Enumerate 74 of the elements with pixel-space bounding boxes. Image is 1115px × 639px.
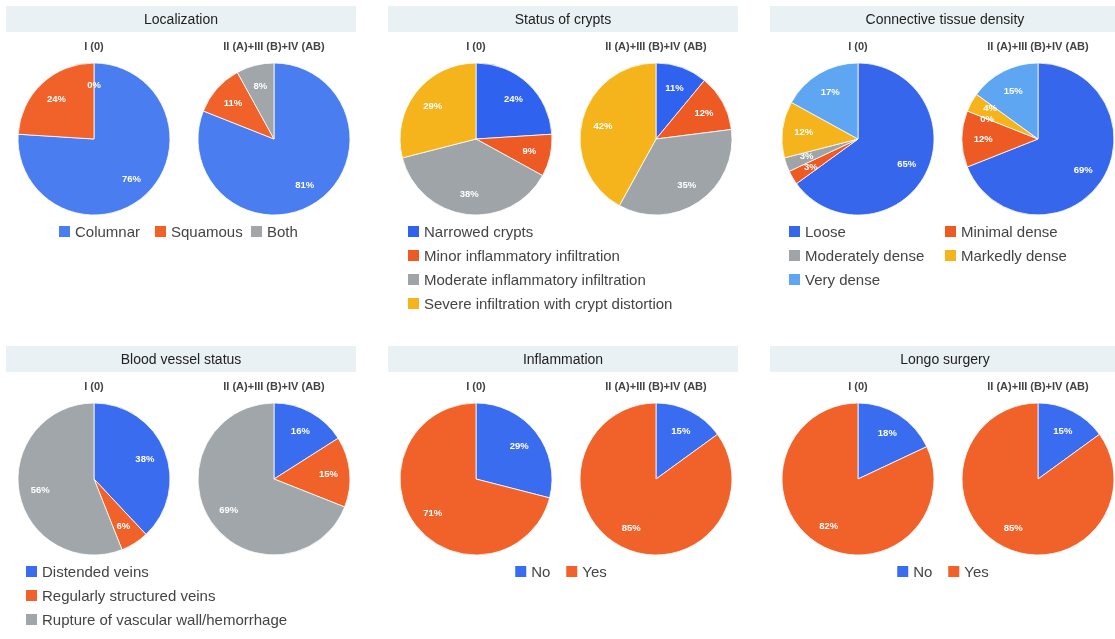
slice-label: I (0) — [848, 39, 869, 52]
slice-label: I (0) — [848, 379, 869, 392]
data-label: 3% — [799, 150, 814, 162]
chart-title: Inflammation — [522, 350, 604, 367]
data-label: 11% — [223, 97, 243, 109]
legend-label: Moderate inflammatory infiltration — [424, 271, 646, 289]
legend-label: No — [531, 563, 551, 581]
data-label: 76% — [121, 173, 142, 185]
data-label: 11% — [665, 81, 685, 93]
data-label: 15% — [671, 424, 691, 436]
data-label: 82% — [819, 519, 839, 531]
slice-label: II (A)+III (B)+IV (AB) — [987, 379, 1090, 392]
data-label: 8% — [253, 80, 268, 92]
legend-label: Squamous — [171, 223, 243, 241]
legend-label: Very dense — [805, 271, 881, 289]
data-label: 38% — [459, 187, 480, 199]
data-label: 85% — [621, 522, 642, 534]
data-label: 4% — [983, 102, 998, 114]
data-label: 71% — [423, 506, 443, 518]
legend-label: Markedly dense — [961, 247, 1067, 265]
legend-label: No — [913, 563, 933, 581]
legend-label: Moderately dense — [805, 247, 925, 265]
data-label: 69% — [1073, 164, 1094, 176]
data-label: 16% — [290, 425, 311, 437]
data-label: 17% — [820, 86, 841, 98]
legend-label: Regularly structured veins — [42, 587, 216, 605]
chart-title: Connective tissue density — [865, 10, 1025, 27]
data-label: 15% — [1053, 424, 1073, 436]
data-label: 65% — [897, 158, 917, 170]
data-label: 69% — [219, 504, 239, 516]
slice-label: II (A)+III (B)+IV (AB) — [223, 379, 326, 392]
data-label: 12% — [794, 126, 814, 138]
chart-title: Longo surgery — [900, 350, 990, 367]
data-label: 18% — [877, 427, 898, 439]
data-label: 81% — [295, 178, 315, 190]
slice-label: I (0) — [466, 39, 487, 52]
data-label: 38% — [135, 453, 155, 465]
chart-title: Localization — [144, 10, 218, 27]
slice-label: I (0) — [466, 379, 487, 392]
legend-label: Narrowed crypts — [424, 223, 534, 241]
data-label: 42% — [593, 119, 614, 131]
data-label: 29% — [509, 439, 530, 451]
data-label: 9% — [522, 145, 537, 157]
slice-label: II (A)+III (B)+IV (AB) — [605, 379, 708, 392]
chart-title: Blood vessel status — [120, 350, 242, 367]
data-label: 3% — [804, 161, 819, 173]
data-label: 12% — [694, 106, 715, 118]
data-label: 56% — [30, 483, 51, 495]
data-label: 12% — [973, 133, 994, 145]
data-label: 35% — [677, 178, 697, 190]
chart-title: Status of crypts — [514, 10, 612, 27]
legend-label: Yes — [582, 563, 607, 581]
text: 0% — [87, 78, 101, 90]
slice-label: II (A)+III (B)+IV (AB) — [223, 39, 326, 52]
data-label: 15% — [1003, 84, 1024, 96]
legend-label: Minimal dense — [961, 223, 1058, 241]
slice-label: I (0) — [84, 379, 105, 392]
data-label: 24% — [503, 93, 524, 105]
legend-label: Loose — [805, 223, 846, 241]
legend-label: Columnar — [75, 223, 141, 241]
data-label: 15% — [318, 468, 339, 480]
legend-label: Minor inflammatory infiltration — [424, 247, 620, 265]
legend-label: Severe infiltration with crypt distortion — [424, 295, 673, 313]
data-label: 24% — [47, 93, 67, 105]
data-label: 29% — [423, 99, 443, 111]
slice-label: II (A)+III (B)+IV (AB) — [987, 39, 1090, 52]
data-label: 85% — [1003, 522, 1024, 534]
legend-label: Both — [267, 223, 298, 241]
slice-label: II (A)+III (B)+IV (AB) — [605, 39, 708, 52]
legend-label: Distended veins — [42, 563, 149, 581]
data-label: 6% — [116, 519, 131, 531]
legend-label: Yes — [964, 563, 989, 581]
slice-label: I (0) — [84, 39, 105, 52]
legend-label: Rupture of vascular wall/hemorrhage — [42, 611, 288, 629]
